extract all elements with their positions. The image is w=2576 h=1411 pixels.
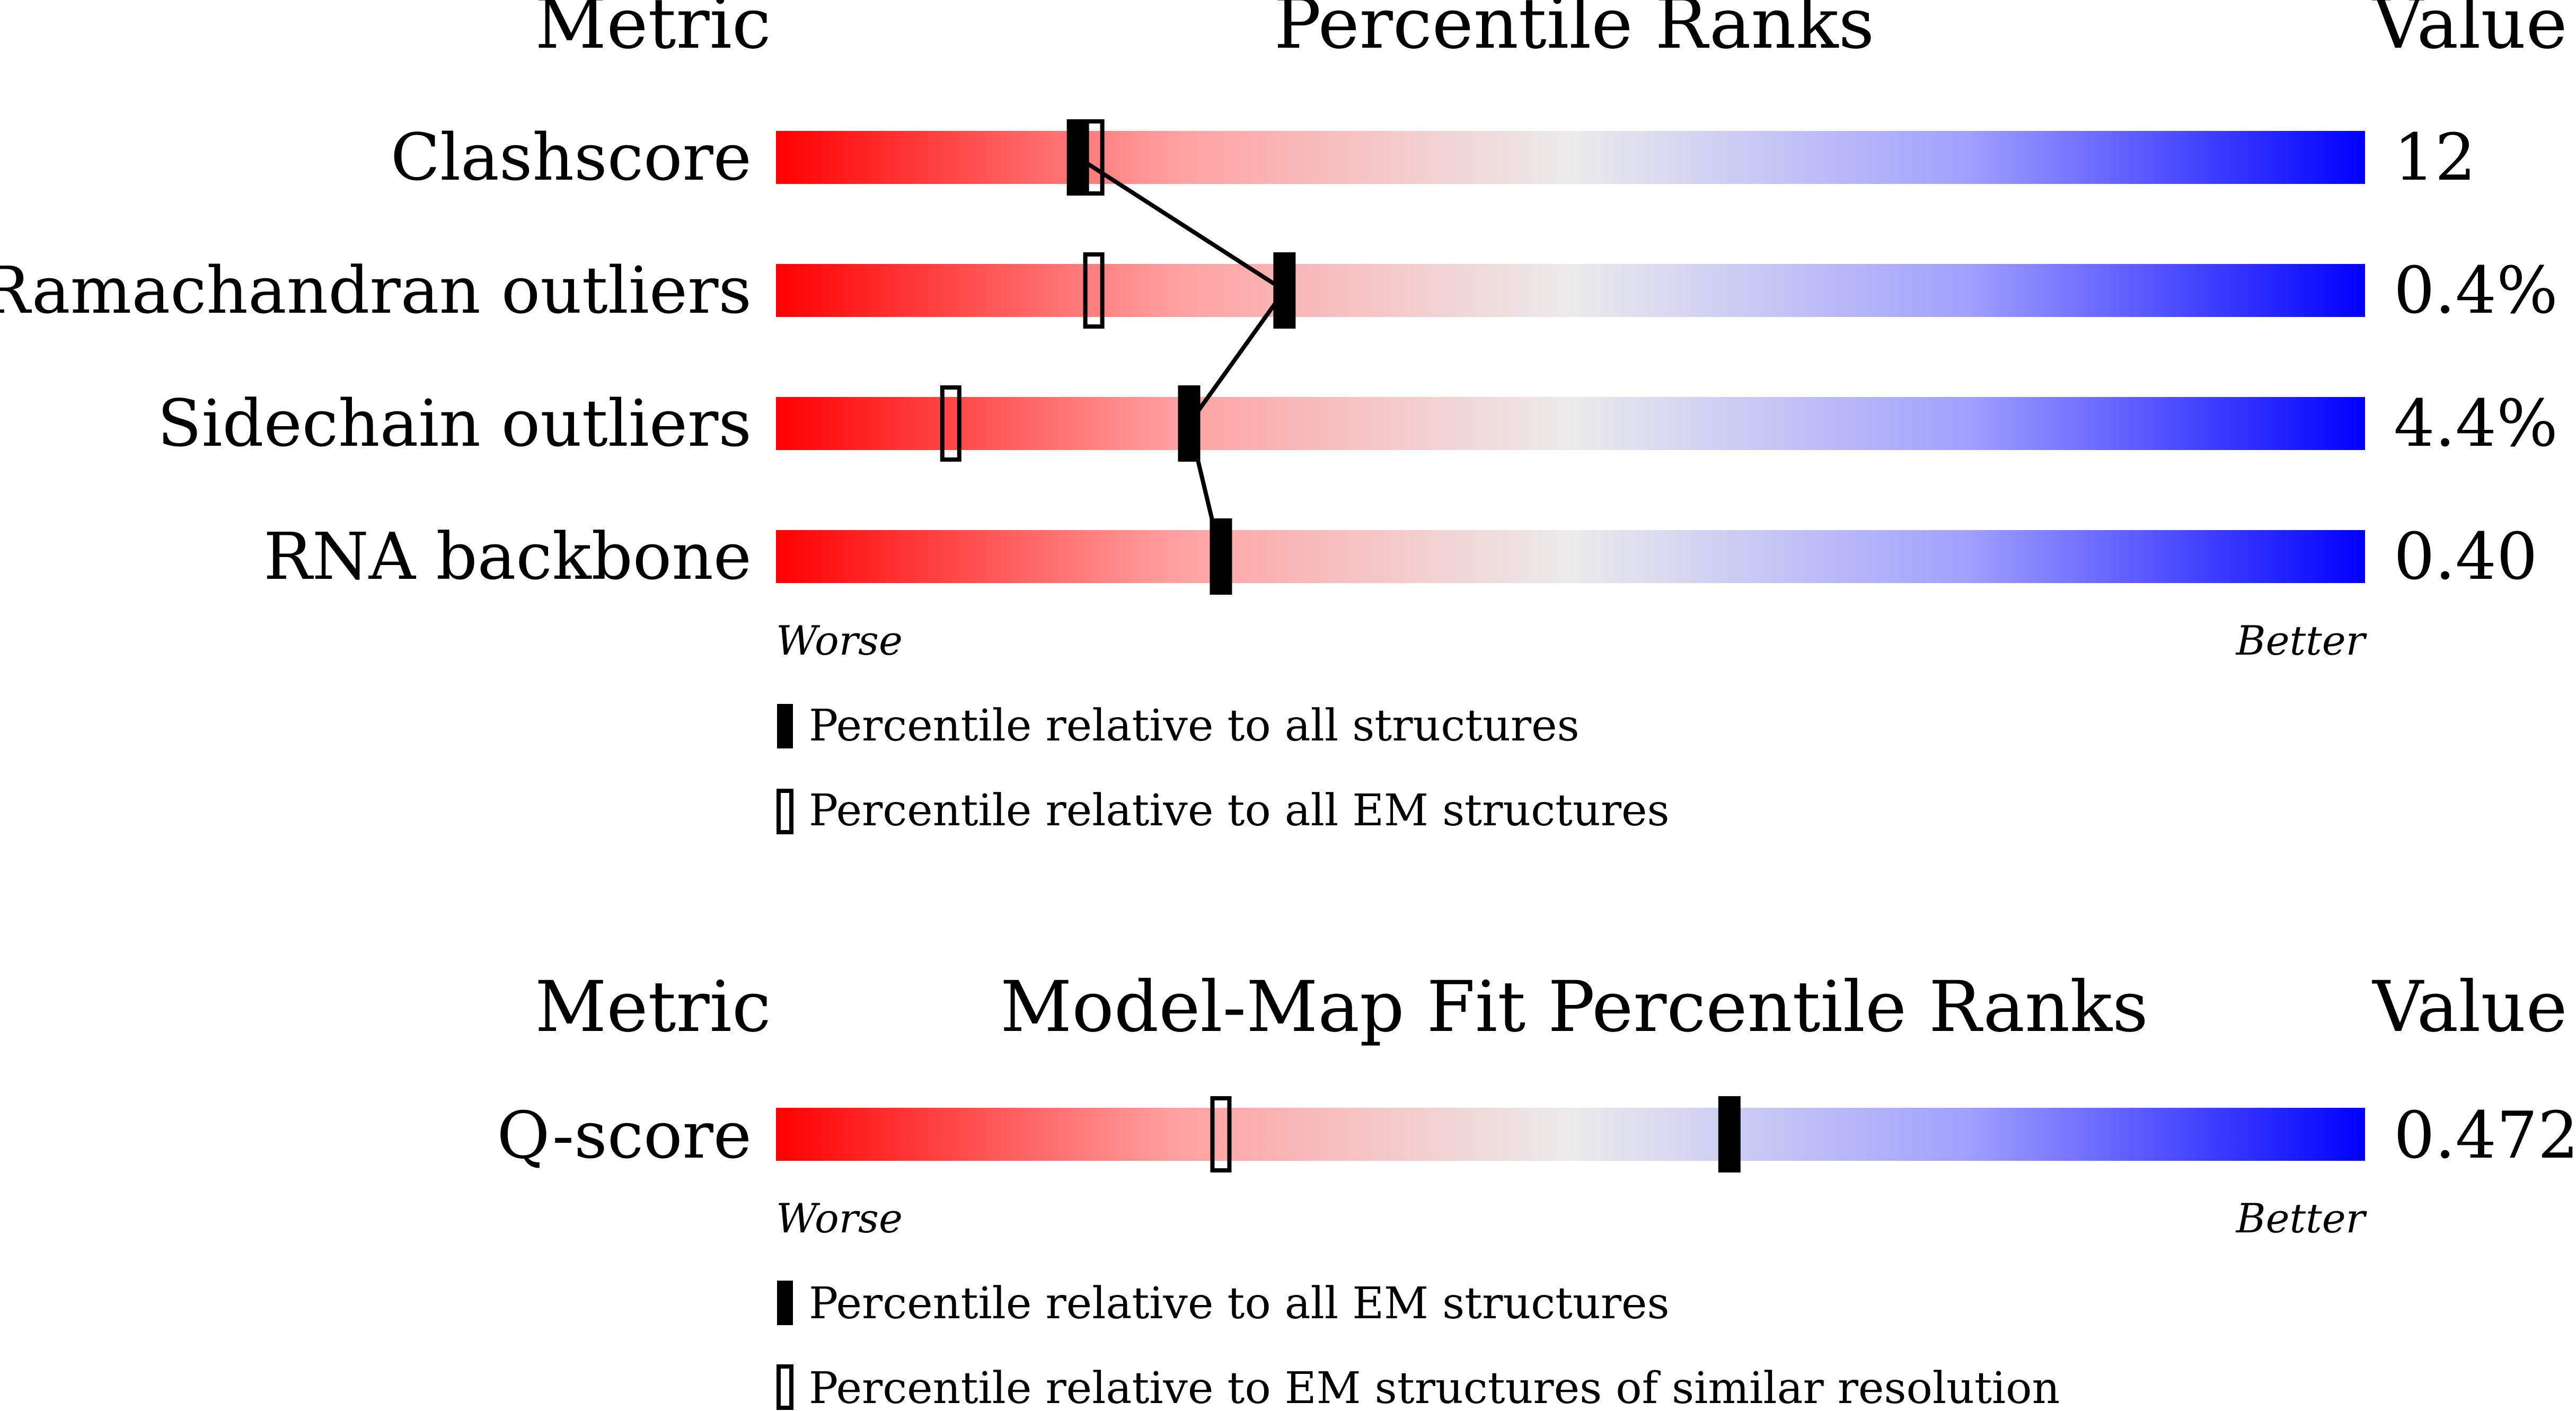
row-value: 0.472 (2394, 1098, 2576, 1173)
row-value: 4.4% (2394, 386, 2558, 461)
percentile-marker-filled (1273, 252, 1296, 329)
percentile-marker-open (1083, 252, 1105, 329)
row-label: Q-score (497, 1098, 752, 1173)
value-header: Value (2371, 966, 2567, 1048)
percentile-marker-open (940, 385, 961, 462)
metric-header: Metric (535, 0, 771, 65)
row-value: 0.4% (2394, 253, 2558, 328)
legend-item: Percentile relative to all EM structures (809, 786, 1670, 836)
legend-item: Percentile relative to all structures (809, 701, 1580, 751)
rank-bar (776, 1108, 2365, 1161)
metric-header: Metric (535, 966, 771, 1048)
rank-bar (776, 530, 2365, 583)
rank-bar (776, 397, 2365, 450)
row-label: Clashscore (391, 120, 752, 195)
worse-label: Worse (776, 617, 903, 664)
percentile-marker-filled (1178, 385, 1201, 462)
percentile-marker-open (1210, 1096, 1232, 1172)
percentile-connector-line (1077, 155, 1288, 557)
row-label: Sidechain outliers (157, 386, 752, 461)
legend-item: Percentile relative to all EM structures (809, 1278, 1670, 1329)
chart-title: Model-Map Fit Percentile Ranks (1000, 966, 2148, 1048)
row-value: 12 (2394, 120, 2476, 195)
row-label: Ramachandran outliers (0, 253, 752, 328)
better-label: Better (2235, 1195, 2368, 1242)
percentile-marker-filled (1210, 518, 1232, 595)
legend-item: Percentile relative to EM structures of … (809, 1363, 2060, 1411)
chart-title: Percentile Ranks (1274, 0, 1875, 65)
percentile-marks (940, 119, 1296, 595)
value-header: Value (2371, 0, 2567, 65)
row-label: RNA backbone (263, 519, 752, 594)
worse-label: Worse (776, 1195, 903, 1242)
better-label: Better (2235, 617, 2368, 664)
rank-bar (776, 131, 2365, 184)
rank-bar (776, 264, 2365, 317)
legend-open-marker (777, 789, 793, 834)
legend-open-marker (777, 1364, 793, 1410)
percentile-marks (1210, 1096, 1741, 1172)
percentile-marker-open (1083, 119, 1105, 196)
row-value: 0.40 (2394, 519, 2538, 594)
percentile-marker-filled (1718, 1096, 1741, 1172)
legend-filled-marker (777, 1281, 793, 1325)
legend-filled-marker (777, 704, 793, 748)
